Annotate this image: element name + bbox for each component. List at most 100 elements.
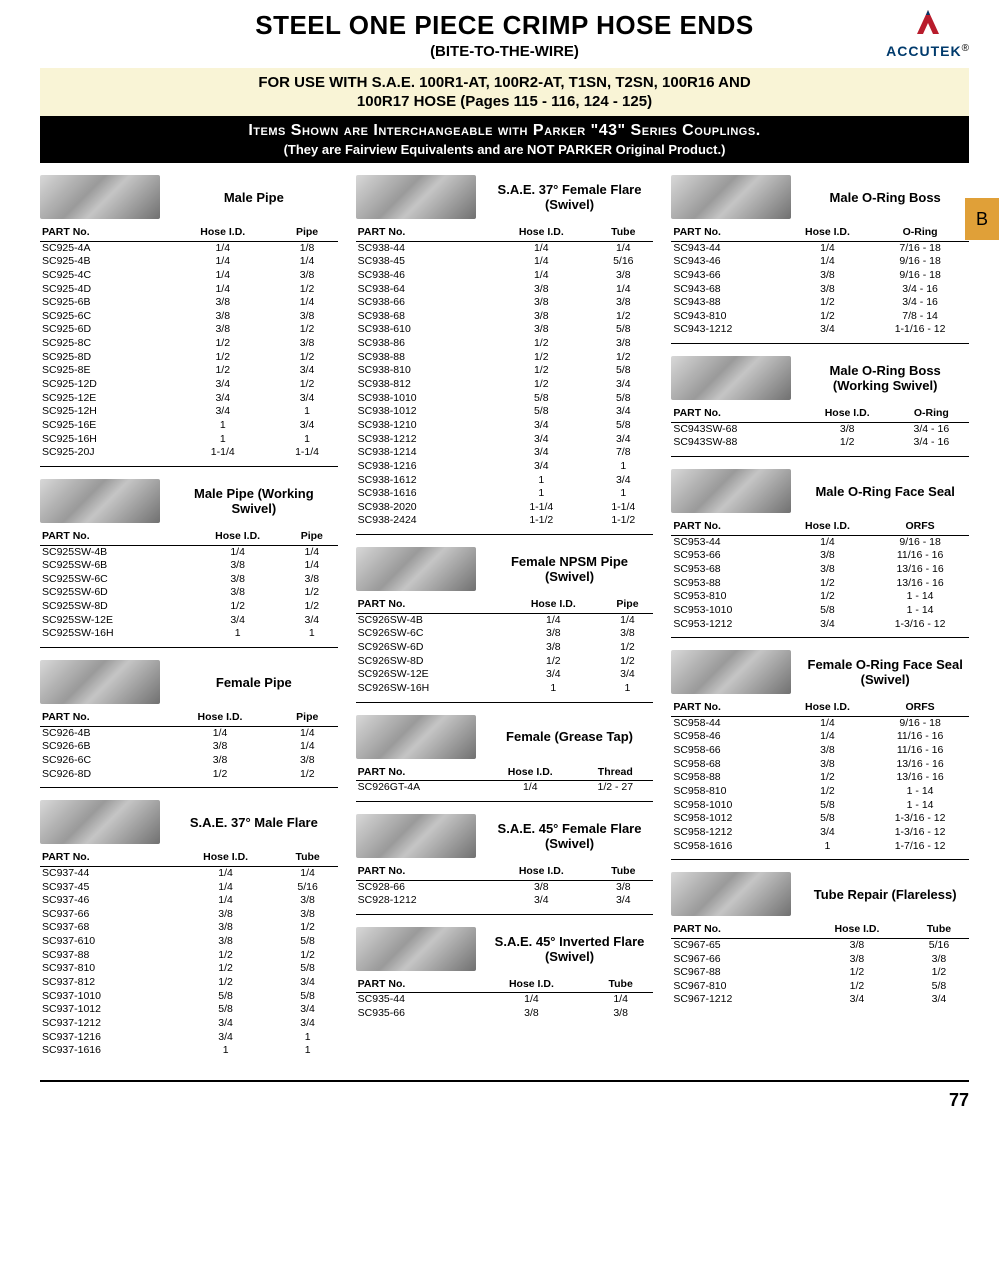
table-cell: 1/2 [505, 655, 602, 669]
table-cell: 3/4 [505, 668, 602, 682]
table-cell: 5/8 [593, 419, 653, 433]
table-cell: 3/8 [805, 953, 909, 967]
table-cell: SC958-1212 [671, 826, 783, 840]
table-cell: 3/4 [278, 1003, 338, 1017]
section-title: Tube Repair (Flareless) [801, 887, 969, 902]
table-cell: 1/4 [593, 241, 653, 255]
usage-banner: FOR USE WITH S.A.E. 100R1-AT, 100R2-AT, … [40, 68, 969, 116]
table-row: SC943-683/83/4 - 16 [671, 283, 969, 297]
table-cell: 1/4 [602, 613, 654, 627]
table-row: SC925-8C1/23/8 [40, 337, 338, 351]
table-cell: 1/2 [489, 337, 593, 351]
table-cell: SC926SW-4B [356, 613, 505, 627]
table-cell: SC926GT-4A [356, 781, 484, 795]
table-cell: SC938-86 [356, 337, 490, 351]
table-cell: 3/8 [276, 269, 337, 283]
banner-line-1: FOR USE WITH S.A.E. 100R1-AT, 100R2-AT, … [50, 74, 959, 91]
footer-divider [40, 1080, 969, 1082]
catalog-columns: Male PipePART No.Hose I.D.PipeSC925-4A1/… [40, 173, 969, 1074]
table-cell: 3/8 [163, 740, 277, 754]
table-row: SC925SW-6D3/81/2 [40, 586, 338, 600]
table-row: SC937-6103/85/8 [40, 935, 338, 949]
table-cell: SC958-1010 [671, 799, 783, 813]
table-cell: 3/4 [784, 826, 871, 840]
table-cell: 5/8 [784, 604, 871, 618]
table-cell: 3/8 [593, 880, 653, 894]
page-number: 77 [40, 1090, 969, 1111]
section-title: Male Pipe (Working Swivel) [170, 486, 338, 516]
table-cell: SC926SW-16H [356, 682, 505, 696]
table-cell: 1-1/4 [169, 446, 276, 460]
table-cell: 1/8 [276, 241, 337, 255]
table-header: Hose I.D. [483, 765, 577, 781]
table-cell: SC937-46 [40, 894, 174, 908]
table-cell: SC938-610 [356, 323, 490, 337]
section-title: Male O-Ring Boss (Working Swivel) [801, 363, 969, 393]
table-cell: 3/8 [489, 323, 593, 337]
table-cell: SC953-810 [671, 590, 783, 604]
table-cell: SC926-8D [40, 768, 163, 782]
catalog-column-0: Male PipePART No.Hose I.D.PipeSC925-4A1/… [40, 173, 338, 1074]
table-cell: 1-3/16 - 12 [871, 812, 969, 826]
table-cell: 5/8 [593, 364, 653, 378]
table-cell: 3/8 [189, 573, 286, 587]
page-title: STEEL ONE PIECE CRIMP HOSE ENDS [40, 10, 969, 41]
section-title: Male O-Ring Face Seal [801, 484, 969, 499]
table-cell: 1/2 [784, 577, 871, 591]
table-cell: 3/4 [174, 1031, 278, 1045]
table-cell: 5/16 [278, 881, 338, 895]
table-cell: 1/2 [189, 600, 286, 614]
table-header: Hose I.D. [801, 406, 894, 422]
table-cell: SC926SW-12E [356, 668, 505, 682]
section-tab: B [965, 198, 999, 240]
table-cell: 1 - 14 [871, 785, 969, 799]
table-row: SC938-161213/4 [356, 474, 654, 488]
table-cell: 3/4 [489, 419, 593, 433]
table-cell: 1-1/4 [593, 501, 653, 515]
table-cell: 1/2 [174, 949, 278, 963]
table-cell: 5/8 [174, 990, 278, 1004]
table-cell: SC926-6C [40, 754, 163, 768]
table-cell: SC925-8D [40, 351, 169, 365]
table-header: Hose I.D. [489, 864, 593, 880]
table-cell: SC925-4B [40, 255, 169, 269]
table-cell: SC926SW-6D [356, 641, 505, 655]
table-cell: SC938-66 [356, 296, 490, 310]
table-header: PART No. [671, 519, 783, 535]
product-section: S.A.E. 45° Female Flare (Swivel)PART No.… [356, 812, 654, 915]
table-cell: 3/4 [489, 446, 593, 460]
parts-table: PART No.Hose I.D.ORFSSC958-441/49/16 - 1… [671, 700, 969, 853]
table-row: SC938-12163/41 [356, 460, 654, 474]
table-cell: SC937-44 [40, 866, 174, 880]
table-cell: 1 [278, 1044, 338, 1058]
table-cell: 1 [276, 433, 337, 447]
table-cell: 1/2 [784, 310, 871, 324]
product-image-placeholder [40, 479, 160, 523]
section-header: Male Pipe [40, 173, 338, 221]
table-row: SC937-663/83/8 [40, 908, 338, 922]
parts-table: PART No.Hose I.D.TubeSC928-663/83/8SC928… [356, 864, 654, 908]
table-row: SC953-683/813/16 - 16 [671, 563, 969, 577]
table-cell: SC928-1212 [356, 894, 490, 908]
table-cell: 1 [489, 487, 593, 501]
table-row: SC938-461/43/8 [356, 269, 654, 283]
table-cell: 1/2 [169, 364, 276, 378]
table-cell: 1-1/4 [489, 501, 593, 515]
section-header: S.A.E. 45° Inverted Flare (Swivel) [356, 925, 654, 973]
table-cell: 1 [276, 405, 337, 419]
table-cell: 3/8 [276, 337, 337, 351]
table-cell: SC925-6D [40, 323, 169, 337]
table-cell: 9/16 - 18 [871, 716, 969, 730]
table-cell: SC925SW-6C [40, 573, 189, 587]
table-cell: 1 [489, 474, 593, 488]
product-image-placeholder [671, 175, 791, 219]
table-row: SC938-12143/47/8 [356, 446, 654, 460]
product-image-placeholder [40, 800, 160, 844]
table-cell: 3/8 [593, 337, 653, 351]
table-cell: SC937-1010 [40, 990, 174, 1004]
table-cell: SC937-812 [40, 976, 174, 990]
table-cell: 3/8 [489, 310, 593, 324]
product-section: Male Pipe (Working Swivel)PART No.Hose I… [40, 477, 338, 648]
table-cell: SC926-4B [40, 726, 163, 740]
table-row: SC958-683/813/16 - 16 [671, 758, 969, 772]
